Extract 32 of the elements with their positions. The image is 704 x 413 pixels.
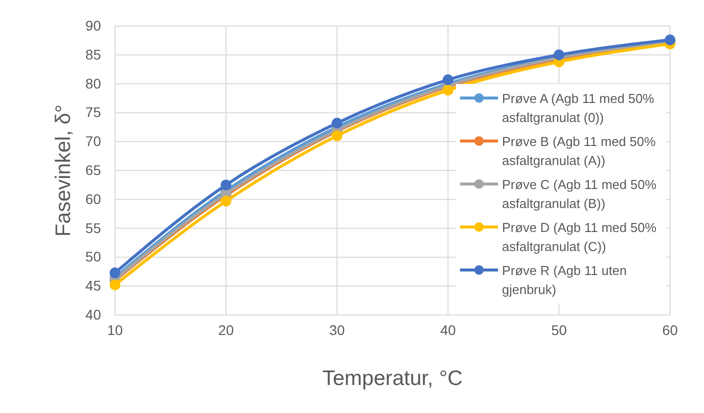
y-tick-label: 90 [85, 17, 102, 34]
y-tick-label: 60 [85, 190, 102, 207]
y-axis-title: Fasevinkel, δ° [52, 104, 75, 237]
y-tick-label: 50 [85, 248, 102, 265]
point [110, 280, 120, 290]
x-tick-label: 40 [440, 322, 456, 338]
point [442, 74, 454, 86]
point [220, 196, 232, 206]
y-tick-label: 65 [85, 162, 102, 178]
y-tick-label: 80 [85, 75, 102, 92]
y-tick-label: 45 [85, 278, 102, 294]
legend-label: Prøve C (Agb 11 med 50% asfaltgranulat (B)) [502, 177, 657, 211]
x-tick-label: 50 [551, 322, 567, 338]
y-tick-label: 85 [85, 46, 102, 62]
legend-label: Prøve A (Agb 11 med 50% asfaltgranulat (0)) [502, 91, 655, 125]
y-tick-label: 75 [85, 104, 102, 120]
x-axis-title: Temperatur, °C [322, 367, 463, 390]
point [442, 84, 454, 96]
legend-label: Prøve R (Agb 11 uten gjenbruk) [502, 263, 627, 297]
point [332, 118, 342, 128]
x-tick-label: 20 [218, 322, 234, 338]
point [110, 267, 120, 278]
x-tick-label: 10 [107, 322, 123, 338]
point [220, 180, 232, 190]
x-tick-label: 30 [329, 322, 345, 338]
legend-label: Prøve B (Agb 11 med 50% asfaltgranulat (A)) [502, 134, 656, 168]
legend-label: Prøve D (Agb 11 med 50% asfaltgranulat (C)) [502, 220, 657, 254]
y-tick-label: 40 [85, 306, 102, 322]
y-tick-label: 70 [85, 133, 102, 150]
x-tick-label: 60 [662, 322, 678, 338]
point [332, 130, 342, 142]
y-tick-label: 55 [85, 220, 102, 236]
